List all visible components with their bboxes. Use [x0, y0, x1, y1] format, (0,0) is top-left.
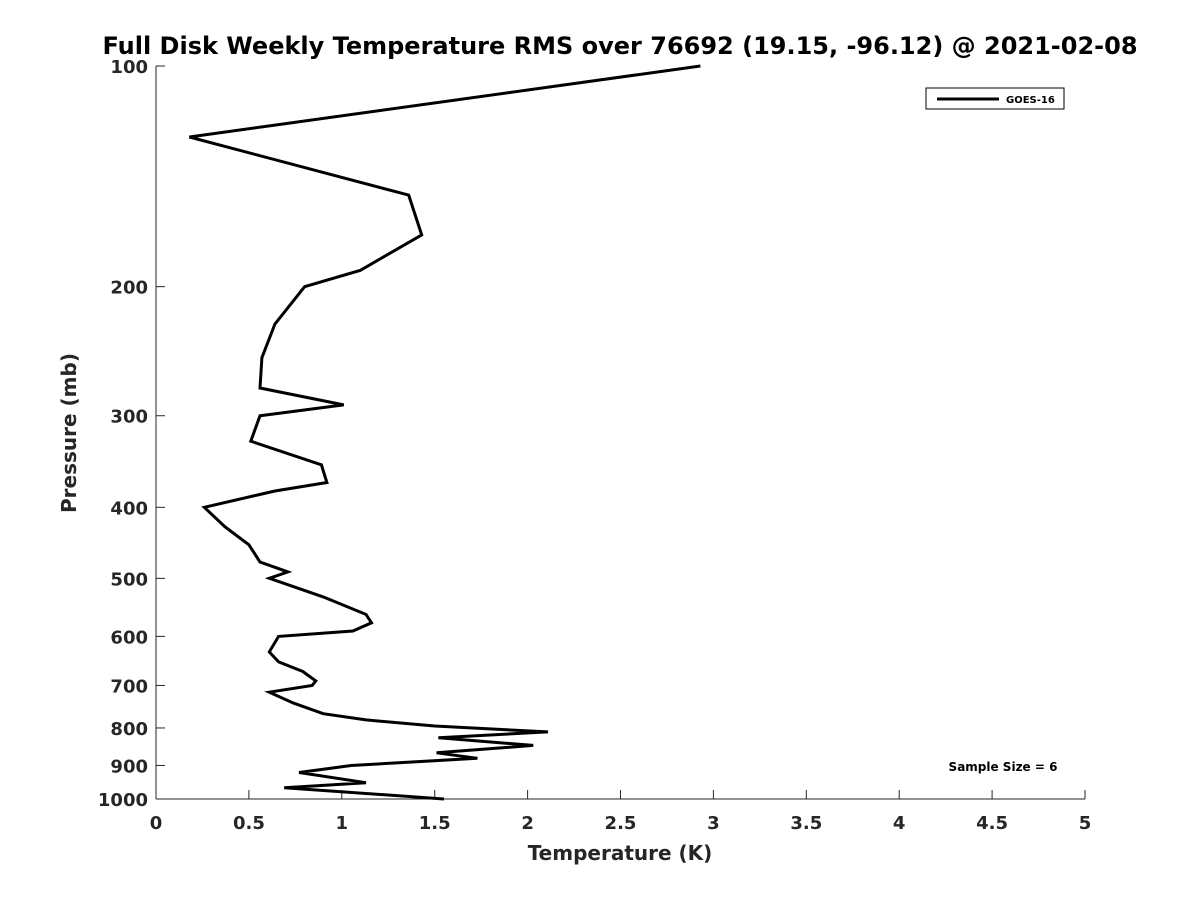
y-tick-label: 400 — [110, 498, 148, 519]
axes-layer — [155, 66, 1085, 800]
y-tick-label: 100 — [110, 57, 148, 78]
y-tick-label: 500 — [110, 569, 148, 590]
x-tick-label: 2 — [521, 813, 534, 834]
x-tick-label: 4.5 — [976, 813, 1008, 834]
sample-size-annotation: Sample Size = 6 — [949, 760, 1058, 774]
x-tick-label: 1 — [336, 813, 349, 834]
series-layer — [189, 64, 701, 801]
legend-entry: GOES-16 — [1006, 95, 1055, 106]
y-tick-label: 600 — [110, 627, 148, 648]
x-tick-label: 0.5 — [233, 813, 265, 834]
x-tick-label: 2.5 — [605, 813, 637, 834]
x-tick-label: 5 — [1079, 813, 1092, 834]
y-axis-label: Pressure (mb) — [57, 353, 81, 513]
y-tick-label: 1000 — [98, 790, 148, 811]
legend: GOES-16 — [925, 87, 1065, 110]
chart-title: Full Disk Weekly Temperature RMS over 76… — [102, 32, 1137, 60]
x-tick-label: 3 — [707, 813, 720, 834]
y-tick-label: 900 — [110, 756, 148, 777]
x-tick-label: 3.5 — [790, 813, 822, 834]
y-tick-label: 300 — [110, 407, 148, 428]
y-tick-label: 700 — [110, 676, 148, 697]
x-tick-label: 0 — [150, 813, 163, 834]
x-tick-label: 4 — [893, 813, 906, 834]
y-tick-label: 800 — [110, 719, 148, 740]
series-line — [189, 64, 701, 801]
ticks-layer: 0 0.5 1 1.5 2 2.5 3 3.5 4 4.5 5 100 200 300 400 500 600 7… — [98, 57, 1091, 834]
x-tick-label: 1.5 — [419, 813, 451, 834]
y-tick-label: 200 — [110, 278, 148, 299]
x-axis-label: Temperature (K) — [528, 841, 713, 865]
